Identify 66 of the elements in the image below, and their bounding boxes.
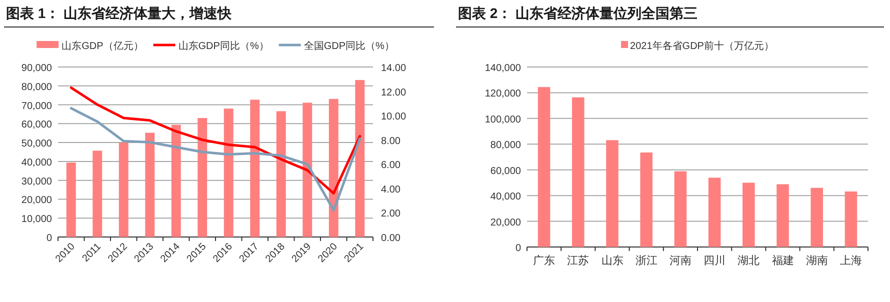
x-tick-label: 广东 [533, 254, 556, 267]
y2-tick-label: 12.00 [381, 87, 406, 98]
bar [708, 178, 721, 247]
bar [145, 132, 155, 237]
y-tick-label: 60,000 [490, 166, 522, 177]
y2-tick-label: 4.00 [381, 184, 401, 196]
bar [810, 188, 823, 247]
x-tick-label: 湖南 [806, 254, 828, 267]
x-tick-label: 上海 [840, 254, 862, 267]
legend-label: 山东GDP（亿元） [62, 40, 144, 52]
legend-label: 2021年各省GDP前十（万亿元） [630, 40, 774, 52]
bar [302, 102, 312, 237]
x-tick-label: 江苏 [567, 254, 590, 267]
bar [198, 118, 208, 237]
bar [355, 80, 365, 237]
bar [742, 182, 755, 247]
bar [92, 150, 102, 237]
chart-title: 图表 2： 山东省经济体量位列全国第三 [458, 5, 698, 21]
bar [674, 171, 687, 247]
bar [276, 111, 286, 237]
y-tick-label: 140,000 [484, 63, 522, 74]
y2-tick-label: 14.00 [381, 63, 406, 74]
line-series [70, 86, 362, 195]
y-tick-label: 100,000 [484, 114, 522, 126]
chart-title: 图表 1： 山东省经济体量大，增速快 [6, 5, 233, 21]
legend-label: 山东GDP同比（%） [178, 40, 269, 52]
bar [171, 124, 181, 237]
y-tick-label: 40,000 [21, 157, 52, 168]
bar [776, 184, 789, 247]
y-tick-label: 50,000 [21, 138, 52, 150]
y-tick-label: 80,000 [21, 82, 52, 93]
y2-tick-label: 2.00 [381, 208, 401, 220]
y2-tick-label: 6.00 [381, 160, 401, 172]
x-tick-label: 山东 [601, 254, 624, 267]
x-tick-label: 河南 [669, 254, 692, 267]
y-tick-label: 20,000 [21, 195, 52, 206]
bar [572, 97, 584, 247]
y-tick-label: 70,000 [21, 100, 52, 112]
bar [224, 108, 234, 237]
y-tick-label: 80,000 [490, 140, 522, 152]
x-tick-label: 湖北 [738, 254, 760, 267]
y-tick-label: 120,000 [484, 88, 522, 100]
y2-tick-label: 8.00 [381, 136, 401, 147]
x-tick-label: 四川 [704, 254, 726, 267]
y-tick-label: 30,000 [21, 176, 52, 188]
legend-label: 全国GDP同比（%） [304, 40, 394, 52]
line-series [70, 107, 362, 212]
bar [844, 191, 858, 247]
y-tick-label: 60,000 [21, 120, 52, 131]
bar [118, 142, 128, 237]
y2-tick-label: 10.00 [381, 112, 406, 123]
y-tick-label: 90,000 [21, 63, 52, 74]
y-tick-label: 0 [46, 233, 52, 244]
bar [640, 152, 652, 247]
y2-tick-label: 0.00 [381, 233, 401, 244]
x-tick-label: 福建 [772, 254, 794, 267]
bar [66, 162, 76, 237]
x-tick-label: 浙江 [635, 254, 658, 267]
bar [250, 100, 260, 237]
bar [538, 87, 550, 247]
y-tick-label: 40,000 [490, 192, 522, 203]
y-tick-label: 10,000 [21, 214, 52, 226]
bar [328, 98, 338, 237]
bar [606, 140, 618, 247]
y-tick-label: 20,000 [490, 217, 522, 228]
y-tick-label: 0 [515, 243, 522, 254]
